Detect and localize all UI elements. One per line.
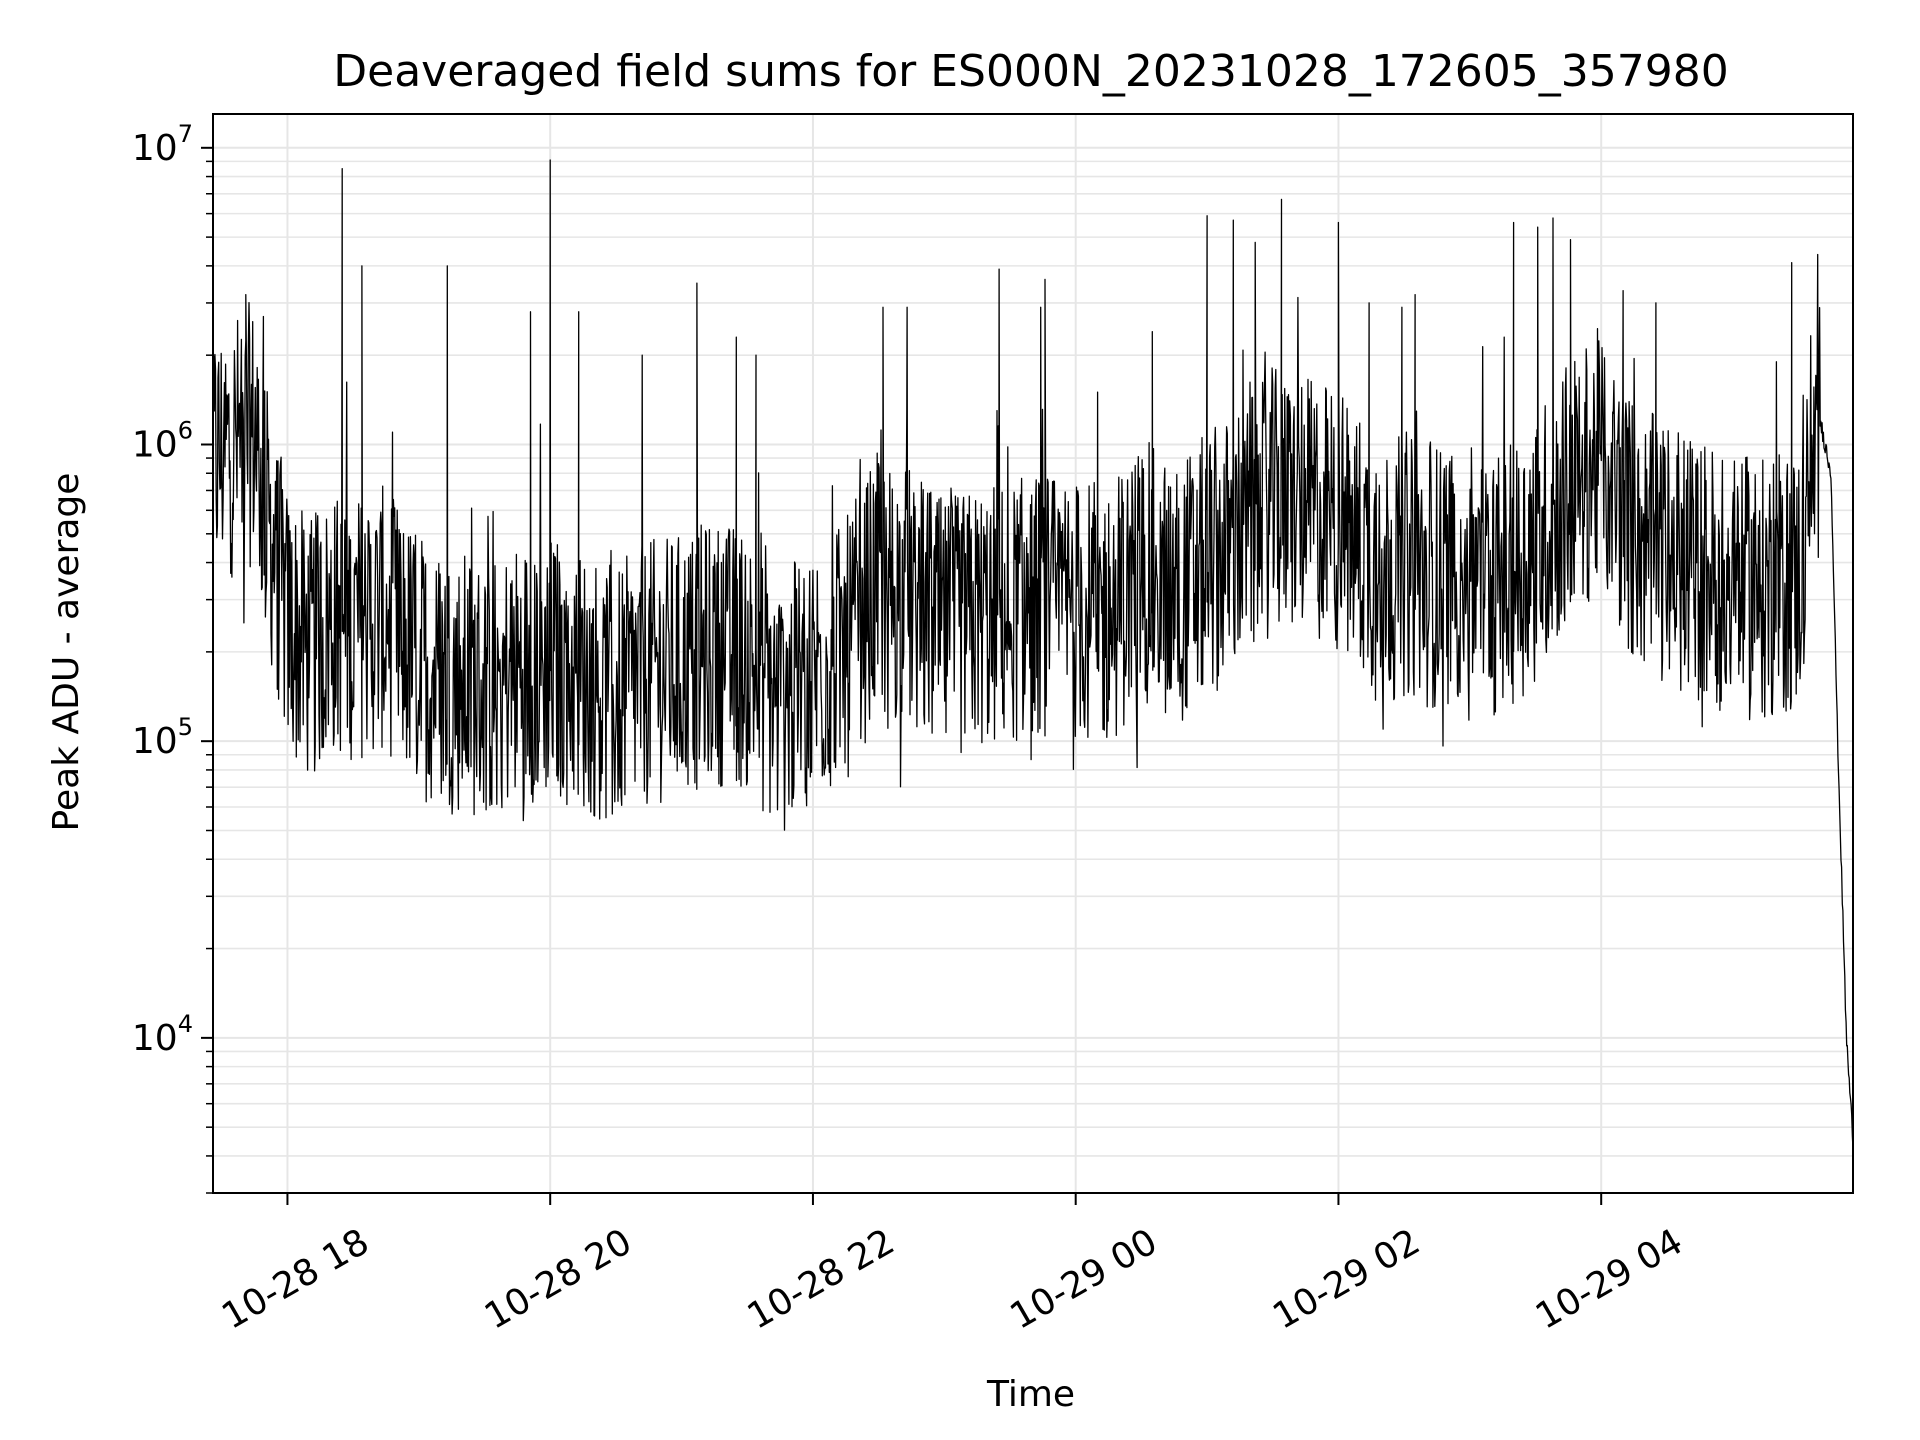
y-tick-label-exponent: 6 (178, 416, 193, 444)
grid (213, 114, 1853, 1194)
y-tick-label: 106 (132, 416, 193, 465)
y-tick-label-base: 10 (132, 721, 178, 762)
y-tick-label-base: 10 (132, 1018, 178, 1059)
chart-title: Deaveraged field sums for ES000N_2023102… (333, 46, 1729, 97)
y-tick-label: 105 (132, 713, 193, 762)
y-tick-label-exponent: 7 (178, 120, 193, 148)
y-tick-label: 107 (132, 120, 193, 169)
series-line (212, 159, 1854, 1150)
y-tick-label-base: 10 (132, 424, 178, 465)
plot-frame (212, 113, 1854, 1194)
y-tick-label-exponent: 5 (178, 713, 193, 741)
y-axis-label: Peak ADU - average (46, 473, 87, 832)
series-layer (212, 159, 1854, 1150)
x-axis-label: Time (986, 1374, 1075, 1415)
y-tick-label-base: 10 (132, 128, 178, 169)
y-tick-label-exponent: 4 (178, 1010, 193, 1038)
y-tick-label: 104 (132, 1010, 193, 1059)
